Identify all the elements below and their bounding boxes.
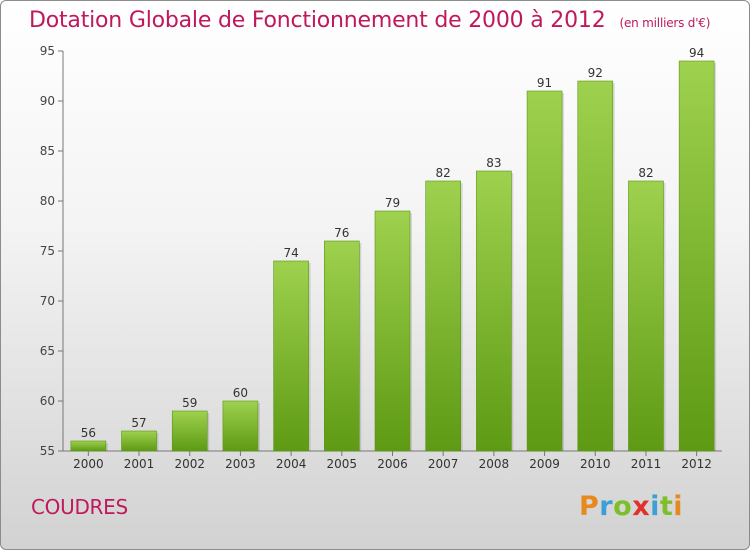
y-tick-label: 60 <box>40 394 55 408</box>
data-label: 56 <box>81 426 96 440</box>
bar-2002 <box>171 410 208 452</box>
data-label: 59 <box>182 396 197 410</box>
x-tick-label: 2008 <box>479 457 510 471</box>
x-tick-label: 2007 <box>428 457 459 471</box>
logo-letter: i <box>650 491 660 522</box>
chart-unit: (en milliers d'€) <box>619 16 711 30</box>
logo-letter: o <box>613 491 633 522</box>
bar-2001 <box>121 430 157 452</box>
y-tick-label: 70 <box>40 294 55 308</box>
y-tick-label: 75 <box>40 244 55 258</box>
data-label: 76 <box>334 226 349 240</box>
x-tick-label: 2011 <box>631 457 662 471</box>
data-label: 79 <box>385 196 400 210</box>
data-label: 60 <box>233 386 248 400</box>
data-label: 82 <box>638 166 653 180</box>
bar-2007 <box>425 180 461 452</box>
data-label: 74 <box>283 246 298 260</box>
bar-2005 <box>324 240 360 452</box>
logo-letter: P <box>579 491 600 522</box>
proxiti-logo: Proxiti <box>579 491 683 522</box>
y-tick-label: 95 <box>40 44 55 58</box>
x-tick-label: 2004 <box>276 457 307 471</box>
data-label: 92 <box>588 66 603 80</box>
bar-2003 <box>222 400 259 452</box>
x-tick-label: 2009 <box>529 457 560 471</box>
y-tick-label: 90 <box>40 94 55 108</box>
town-name: COUDRES <box>31 495 128 519</box>
x-tick-label: 2010 <box>580 457 611 471</box>
y-tick-label: 55 <box>40 444 55 458</box>
x-tick-label: 2006 <box>377 457 408 471</box>
bar-2006 <box>374 210 411 452</box>
bar-2009 <box>526 90 563 452</box>
y-tick-label: 65 <box>40 344 55 358</box>
data-labels: 56 57 59 60 74 76 79 82 83 91 92 82 94 <box>81 46 705 440</box>
bars <box>70 60 717 452</box>
logo-letter: t <box>659 491 674 522</box>
logo-letter: r <box>599 491 614 522</box>
x-tick-label: 2002 <box>174 457 205 471</box>
x-tick-label: 2000 <box>73 457 104 471</box>
chart-title-text: Dotation Globale de Fonctionnement de 20… <box>29 8 606 33</box>
bar-2004 <box>273 260 309 452</box>
data-label: 57 <box>131 416 146 430</box>
logo-letter: i <box>673 491 684 522</box>
logo-letter: x <box>632 491 651 522</box>
data-label: 91 <box>537 76 552 90</box>
x-tick-label: 2012 <box>681 457 712 471</box>
data-label: 83 <box>486 156 501 170</box>
data-label: 82 <box>436 166 451 180</box>
y-tick-label: 85 <box>40 144 55 158</box>
bar-2011 <box>628 180 664 452</box>
data-label: 94 <box>689 46 704 60</box>
bar-2008 <box>476 170 512 452</box>
x-tick-label: 2005 <box>327 457 358 471</box>
bar-2012 <box>678 60 715 452</box>
axes: 55 60 65 70 75 80 85 90 95 2000 2001 2002 2003 2004 20… <box>40 44 722 471</box>
y-tick-label: 80 <box>40 194 55 208</box>
bar-2000 <box>70 440 107 452</box>
x-tick-label: 2001 <box>124 457 155 471</box>
x-tick-label: 2003 <box>225 457 256 471</box>
bar-2010 <box>577 80 614 452</box>
chart-title: Dotation Globale de Fonctionnement de 20… <box>29 8 710 33</box>
